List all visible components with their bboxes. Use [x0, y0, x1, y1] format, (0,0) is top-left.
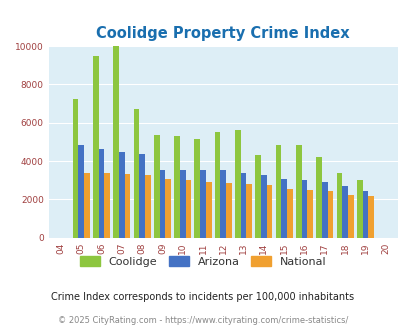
Bar — [153, 135, 159, 238]
Bar — [315, 157, 321, 238]
Bar — [356, 180, 362, 238]
Bar — [281, 179, 286, 238]
Bar — [286, 189, 292, 238]
Bar — [84, 173, 90, 238]
Bar — [159, 170, 165, 238]
Bar — [78, 145, 84, 238]
Bar — [145, 176, 150, 238]
Bar — [179, 170, 185, 238]
Bar — [165, 179, 171, 238]
Bar — [72, 99, 78, 238]
Bar — [347, 195, 353, 238]
Bar — [362, 191, 367, 238]
Bar — [234, 130, 240, 238]
Bar — [295, 145, 301, 238]
Bar — [200, 170, 205, 238]
Title: Coolidge Property Crime Index: Coolidge Property Crime Index — [96, 26, 349, 41]
Bar — [246, 184, 252, 238]
Bar — [205, 182, 211, 238]
Bar — [194, 139, 200, 238]
Bar — [336, 174, 341, 238]
Bar — [327, 191, 333, 238]
Bar — [133, 109, 139, 238]
Bar — [119, 152, 124, 238]
Bar — [266, 185, 272, 238]
Bar — [341, 186, 347, 238]
Bar — [220, 170, 226, 238]
Bar — [174, 136, 179, 238]
Bar — [93, 56, 98, 238]
Bar — [185, 180, 191, 238]
Bar — [367, 196, 373, 238]
Bar — [307, 190, 312, 238]
Bar — [139, 154, 145, 238]
Bar — [255, 155, 260, 238]
Bar — [226, 183, 231, 238]
Bar — [260, 176, 266, 238]
Bar — [321, 182, 327, 238]
Bar — [240, 173, 246, 238]
Bar — [113, 46, 119, 238]
Text: Crime Index corresponds to incidents per 100,000 inhabitants: Crime Index corresponds to incidents per… — [51, 292, 354, 302]
Legend: Coolidge, Arizona, National: Coolidge, Arizona, National — [75, 252, 330, 272]
Bar — [214, 132, 220, 238]
Bar — [301, 180, 307, 238]
Bar — [275, 145, 281, 238]
Bar — [124, 175, 130, 238]
Bar — [104, 174, 110, 238]
Text: © 2025 CityRating.com - https://www.cityrating.com/crime-statistics/: © 2025 CityRating.com - https://www.city… — [58, 316, 347, 325]
Bar — [98, 148, 104, 238]
